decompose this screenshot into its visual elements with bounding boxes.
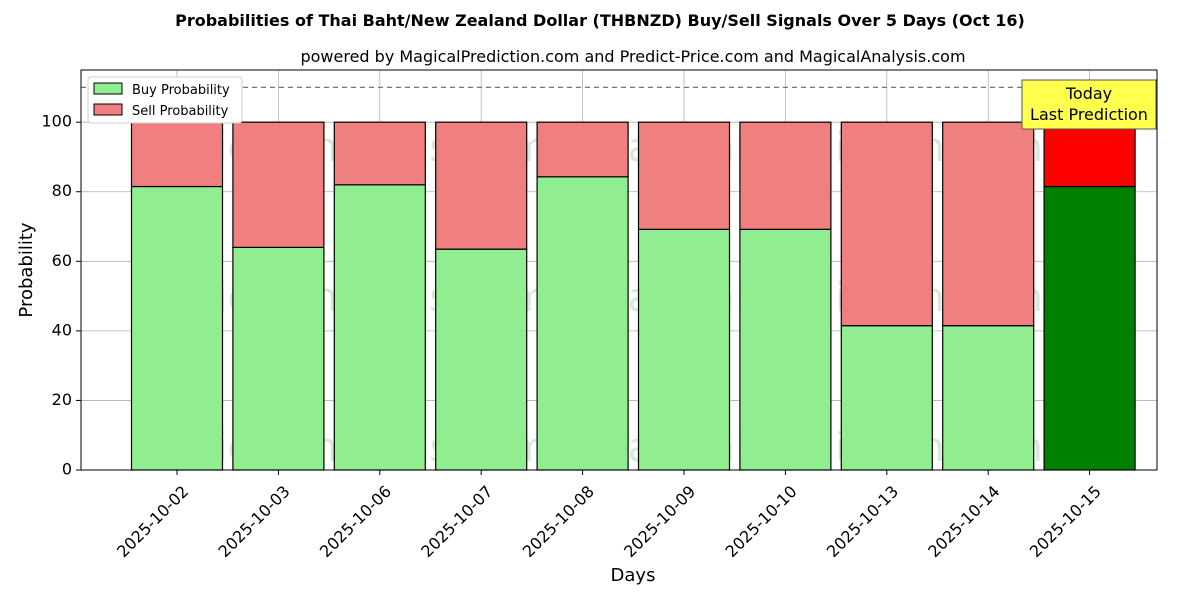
- buy-bar: [435, 248, 528, 471]
- buy-bar: [333, 184, 426, 471]
- x-tick-label: 2025-10-14: [924, 482, 1003, 561]
- legend-sell-label: Sell Probability: [132, 104, 229, 119]
- sell-bar: [942, 121, 1035, 327]
- x-tick-label: 2025-10-06: [316, 482, 395, 561]
- buy-bar: [232, 246, 325, 471]
- sell-bar: [739, 121, 832, 230]
- buy-bar: [130, 185, 224, 471]
- legend-box: [87, 76, 243, 124]
- today-annotation-line1: Today: [1065, 84, 1112, 103]
- y-tick-label: 80: [52, 181, 72, 200]
- x-tick-label: 2025-10-10: [722, 482, 801, 561]
- sell-bar: [333, 121, 426, 186]
- x-ticks: 2025-10-02 2025-10-03 2025-10-06 2025-10-07…: [113, 470, 1105, 561]
- buy-bar: [637, 228, 731, 471]
- x-tick-label: 2025-10-13: [823, 482, 902, 561]
- sell-bar: [130, 121, 224, 188]
- sell-bar: [1043, 121, 1136, 188]
- sell-bar: [840, 121, 933, 327]
- legend-sell-swatch: [93, 103, 123, 116]
- y-tick-label: 40: [52, 320, 72, 339]
- x-axis-label: Days: [611, 565, 656, 586]
- x-tick-label: 2025-10-09: [620, 482, 699, 561]
- plot-frame: [80, 69, 1158, 471]
- legend: Buy Probability Sell Probability: [87, 76, 243, 124]
- sell-bar: [435, 121, 528, 250]
- buy-bar: [1043, 185, 1136, 471]
- legend-buy-swatch: [93, 82, 123, 95]
- y-ticks: 0 20 40 60 80 100: [41, 112, 81, 479]
- chart-subtitle: powered by MagicalPrediction.com and Pre…: [300, 47, 965, 66]
- sell-bar: [536, 121, 629, 178]
- y-tick-label: 20: [52, 390, 72, 409]
- chart-title: Probabilities of Thai Baht/New Zealand D…: [175, 11, 1025, 30]
- buy-bar: [840, 325, 933, 471]
- x-tick-label: 2025-10-03: [215, 482, 294, 561]
- x-tick-label: 2025-10-02: [113, 482, 192, 561]
- y-tick-label: 60: [52, 251, 72, 270]
- y-tick-label: 100: [41, 112, 72, 131]
- buy-bar: [942, 325, 1035, 471]
- x-tick-label: 2025-10-08: [519, 482, 598, 561]
- today-annotation-line2: Last Prediction: [1030, 105, 1148, 124]
- y-tick-label: 0: [62, 460, 72, 479]
- sell-bar: [637, 121, 731, 230]
- y-axis-label: Probability: [16, 222, 37, 317]
- x-tick-label: 2025-10-15: [1026, 482, 1105, 561]
- buy-bar: [536, 176, 629, 471]
- x-tick-label: 2025-10-07: [417, 482, 496, 561]
- legend-buy-label: Buy Probability: [132, 83, 230, 98]
- today-annotation-box: [1021, 79, 1157, 130]
- today-annotation: Today Last Prediction: [1021, 79, 1157, 130]
- sell-bar: [232, 121, 325, 248]
- buy-bar: [739, 228, 832, 471]
